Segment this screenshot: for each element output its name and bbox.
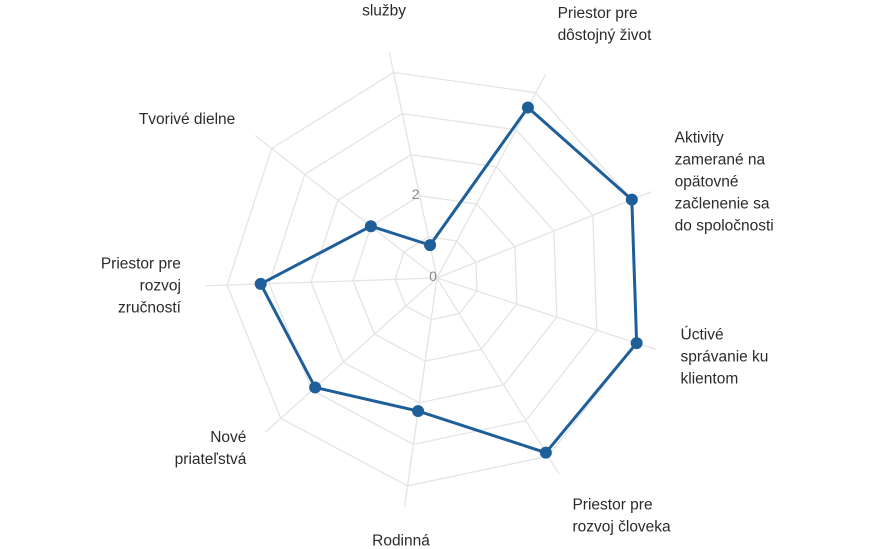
grid-spoke-2 (436, 191, 652, 279)
axis-label-line: Tvorivé dielne (139, 111, 236, 128)
data-point-6 (309, 381, 322, 394)
axis-label-6: Nové priateľstvá (175, 429, 247, 468)
data-point-7 (254, 277, 267, 290)
axis-label-line: opätovné (675, 173, 739, 190)
grid-ring-4 (268, 112, 598, 446)
grid-spoke-8 (254, 135, 438, 279)
axis-labels: Priestor pre dôstojný život Aktivity zamera… (101, 0, 774, 549)
data-point-2 (625, 193, 638, 206)
radial-ticks: 02 (412, 186, 437, 284)
axis-label-line: služby (362, 2, 406, 19)
axis-label-line: dôstojný život (558, 27, 653, 44)
axis-label-line: zamerané na (675, 151, 766, 168)
data-point-8 (364, 220, 377, 233)
grid-ring-2 (352, 195, 518, 362)
grid-spoke-3 (436, 277, 657, 351)
axis-label-1: Priestor pre dôstojný život (558, 5, 653, 44)
radar-grid (206, 51, 657, 507)
grid-spoke-5 (403, 277, 438, 507)
axis-label-2: Aktivity zamerané na opätovné začlenenie sa… (675, 129, 774, 234)
grid-ring-3 (310, 154, 558, 404)
axis-label-line: Nové (210, 429, 246, 446)
axis-label-8: Tvorivé dielne (139, 111, 236, 128)
series-layer (254, 101, 643, 459)
axis-label-4: Priestor pre rozvoj človeka (572, 496, 671, 535)
data-point-5 (412, 405, 425, 418)
axis-label-line: správanie ku (681, 348, 769, 365)
axis-label-line: Priestor pre (558, 5, 638, 22)
axis-label-7: Priestor pre rozvoj zručností (101, 256, 182, 317)
axis-label-line: začlenenie sa (675, 195, 770, 212)
axis-label-5: Rodinnáatmosféra (367, 533, 436, 549)
grid-spoke-6 (264, 277, 438, 433)
axis-label-line: rozvoj človeka (572, 518, 671, 535)
axis-label-line: klientom (681, 370, 739, 387)
axis-label-line: Priestor pre (101, 256, 181, 273)
grid-spoke-7 (206, 277, 438, 287)
data-point-4 (539, 446, 552, 459)
grid-ring-1 (394, 236, 478, 321)
axis-label-line: zručností (118, 300, 182, 317)
data-point-1 (521, 101, 534, 114)
axis-label-line: priateľstvá (175, 451, 247, 468)
data-point-9 (424, 239, 437, 252)
axis-label-line: Rodinná (372, 533, 430, 549)
tick-label-0: 0 (429, 268, 437, 284)
tick-label-2: 2 (412, 186, 420, 202)
axis-label-3: Úctivé správanie ku klientom (681, 326, 769, 387)
axis-label-line: Priestor pre (572, 496, 652, 513)
series-line (259, 106, 639, 455)
axis-label-line: Aktivity (675, 129, 724, 146)
axis-label-9: Možnosťobjednávkyslužby (345, 0, 424, 19)
axis-label-line: Úctivé (681, 326, 724, 343)
axis-label-line: do spoločnosti (675, 217, 774, 234)
data-point-3 (630, 337, 643, 350)
axis-label-line: rozvoj (140, 278, 181, 295)
grid-spoke-4 (436, 277, 560, 475)
